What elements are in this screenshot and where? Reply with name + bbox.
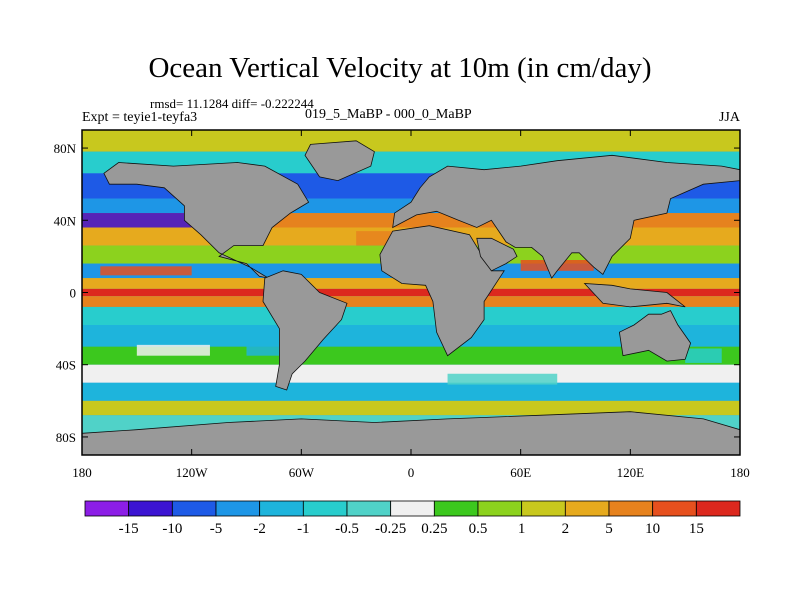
velocity-feature bbox=[447, 373, 558, 385]
southeast-asia-land bbox=[583, 283, 686, 308]
eurasia-land bbox=[392, 154, 740, 279]
colorbar-swatch bbox=[84, 500, 130, 517]
colorbar-swatch bbox=[171, 500, 217, 517]
north-america-land bbox=[103, 162, 310, 279]
colorbar-swatch bbox=[608, 500, 654, 517]
south-america-land bbox=[262, 270, 348, 391]
colorbar-label: -5 bbox=[210, 521, 223, 537]
colorbar-swatch bbox=[477, 500, 523, 517]
rmsd-stats: rmsd= 11.1284 diff= -0.222244 bbox=[150, 96, 314, 111]
colorbar-label: -10 bbox=[162, 521, 182, 537]
colorbar-label: 10 bbox=[645, 521, 660, 537]
colorbar-swatch bbox=[564, 500, 610, 517]
x-tick-label: 180 bbox=[72, 465, 92, 480]
colorbar-label: 0.25 bbox=[421, 521, 447, 537]
velocity-feature bbox=[82, 213, 192, 228]
velocity-band bbox=[82, 288, 740, 297]
y-tick-label: 40N bbox=[54, 213, 77, 228]
y-tick-label: 40S bbox=[56, 358, 76, 373]
australia-land bbox=[618, 310, 692, 362]
experiment-label: Expt = teyie1-teyfa3 bbox=[82, 110, 198, 125]
land-mask bbox=[82, 140, 740, 455]
antarctica-land bbox=[82, 411, 740, 455]
colorbar: -15 -10 -5 -2 -1 -0.5 -0.25 0.25 0.5 1 2 5 10 15 bbox=[84, 500, 741, 537]
colorbar-swatch bbox=[128, 500, 173, 517]
x-tick-label: 120E bbox=[617, 465, 645, 480]
colorbar-label: 5 bbox=[605, 521, 613, 537]
colorbar-swatch bbox=[346, 500, 392, 517]
difference-label: 019_5_MaBP - 000_0_MaBP bbox=[305, 107, 472, 122]
colorbar-label: -0.5 bbox=[335, 521, 359, 537]
greenland-land bbox=[304, 140, 375, 182]
colorbar-label: 2 bbox=[562, 521, 570, 537]
arabia-land bbox=[476, 237, 518, 272]
colorbar-label: -2 bbox=[253, 521, 266, 537]
axis-ticks: 180 120W 60W 0 60E 120E 180 80N 40N 0 40S 80S bbox=[54, 130, 750, 480]
y-tick-label: 80S bbox=[56, 430, 76, 445]
velocity-feature bbox=[100, 266, 192, 276]
colorbar-swatch bbox=[390, 500, 435, 517]
velocity-band bbox=[82, 296, 740, 307]
velocity-band bbox=[82, 382, 740, 401]
chart-title: Ocean Vertical Velocity at 10m (in cm/da… bbox=[148, 52, 652, 84]
colorbar-swatch bbox=[259, 500, 304, 517]
africa-land bbox=[379, 225, 505, 357]
colorbar-label: -15 bbox=[119, 521, 139, 537]
x-tick-label: 120W bbox=[176, 465, 209, 480]
colorbar-label: -0.25 bbox=[375, 521, 406, 537]
colorbar-swatch bbox=[652, 500, 697, 517]
map-panel: 180 120W 60W 0 60E 120E 180 80N 40N 0 40S 80S bbox=[54, 129, 750, 480]
colorbar-swatch bbox=[521, 500, 566, 517]
colorbar-label: 0.5 bbox=[469, 521, 488, 537]
season-label: JJA bbox=[718, 110, 740, 125]
velocity-feature bbox=[136, 344, 210, 356]
x-tick-label: 60W bbox=[289, 465, 315, 480]
colorbar-swatch bbox=[215, 500, 261, 517]
colorbar-swatch bbox=[302, 500, 348, 517]
colorbar-label: 15 bbox=[689, 521, 704, 537]
colorbar-swatch bbox=[433, 500, 479, 517]
x-tick-label: 180 bbox=[730, 465, 750, 480]
y-tick-label: 0 bbox=[70, 286, 77, 301]
x-tick-label: 0 bbox=[408, 465, 415, 480]
colorbar-swatch bbox=[695, 500, 741, 517]
colorbar-label: -1 bbox=[297, 521, 310, 537]
velocity-band bbox=[82, 400, 740, 416]
velocity-feature bbox=[685, 348, 722, 363]
y-tick-label: 80N bbox=[54, 141, 77, 156]
velocity-band bbox=[82, 364, 740, 383]
x-tick-label: 60E bbox=[510, 465, 531, 480]
velocity-band bbox=[82, 130, 740, 152]
velocity-band bbox=[82, 306, 740, 325]
colorbar-label: 1 bbox=[518, 521, 526, 537]
